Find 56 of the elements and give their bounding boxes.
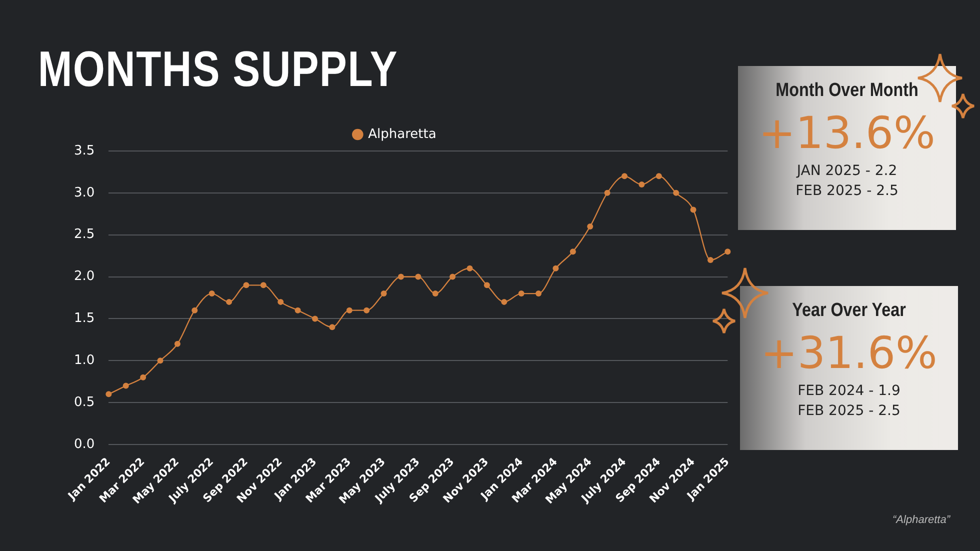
point bbox=[174, 340, 180, 347]
point bbox=[278, 298, 284, 305]
point bbox=[192, 307, 198, 314]
point bbox=[570, 248, 576, 255]
legend-label: Alpharetta bbox=[368, 126, 436, 142]
text: +31.6% bbox=[760, 328, 938, 379]
text: FEB 2025 - 2.5 bbox=[796, 403, 902, 419]
point bbox=[243, 282, 250, 288]
point bbox=[329, 324, 336, 330]
point bbox=[673, 190, 680, 196]
point bbox=[294, 307, 301, 314]
text: JAN 2025 - 2.2 bbox=[795, 163, 898, 179]
point bbox=[536, 290, 542, 297]
point bbox=[208, 290, 215, 297]
point bbox=[656, 173, 662, 180]
point bbox=[604, 190, 610, 196]
point bbox=[140, 374, 146, 380]
point bbox=[398, 274, 404, 280]
point bbox=[690, 206, 696, 213]
point bbox=[622, 173, 628, 180]
chart-title: MONTHS SUPPLY bbox=[38, 40, 398, 98]
point bbox=[226, 298, 232, 305]
text: +13.6% bbox=[758, 108, 936, 159]
point bbox=[432, 290, 438, 297]
point bbox=[587, 223, 594, 230]
point bbox=[312, 316, 318, 322]
y-tick-label: 3.5 bbox=[74, 143, 95, 158]
point bbox=[707, 257, 714, 264]
point bbox=[122, 382, 129, 389]
text: “Alpharetta” bbox=[892, 514, 950, 526]
y-tick-label: 0.5 bbox=[74, 394, 95, 410]
point bbox=[157, 358, 164, 364]
point bbox=[484, 282, 490, 288]
point bbox=[364, 307, 370, 314]
point bbox=[466, 265, 473, 272]
point bbox=[724, 248, 731, 255]
text: Year Over Year bbox=[791, 300, 907, 322]
point bbox=[380, 290, 387, 297]
point bbox=[260, 282, 266, 288]
y-tick-label: 2.5 bbox=[74, 227, 95, 242]
y-tick-label: 3.0 bbox=[74, 185, 95, 200]
point bbox=[518, 290, 524, 297]
text: FEB 2025 - 2.5 bbox=[794, 183, 900, 199]
point bbox=[346, 307, 352, 314]
point bbox=[552, 265, 559, 272]
point bbox=[415, 274, 422, 280]
y-tick-label: 1.0 bbox=[74, 353, 95, 368]
point bbox=[638, 182, 645, 188]
point bbox=[450, 274, 456, 280]
y-tick-label: 0.0 bbox=[74, 436, 95, 452]
point bbox=[501, 298, 508, 305]
text: FEB 2024 - 1.9 bbox=[796, 383, 902, 399]
point bbox=[106, 391, 112, 398]
y-tick-label: 2.0 bbox=[74, 269, 95, 284]
text: Month Over Month bbox=[774, 80, 920, 102]
y-tick-label: 1.5 bbox=[74, 311, 95, 326]
